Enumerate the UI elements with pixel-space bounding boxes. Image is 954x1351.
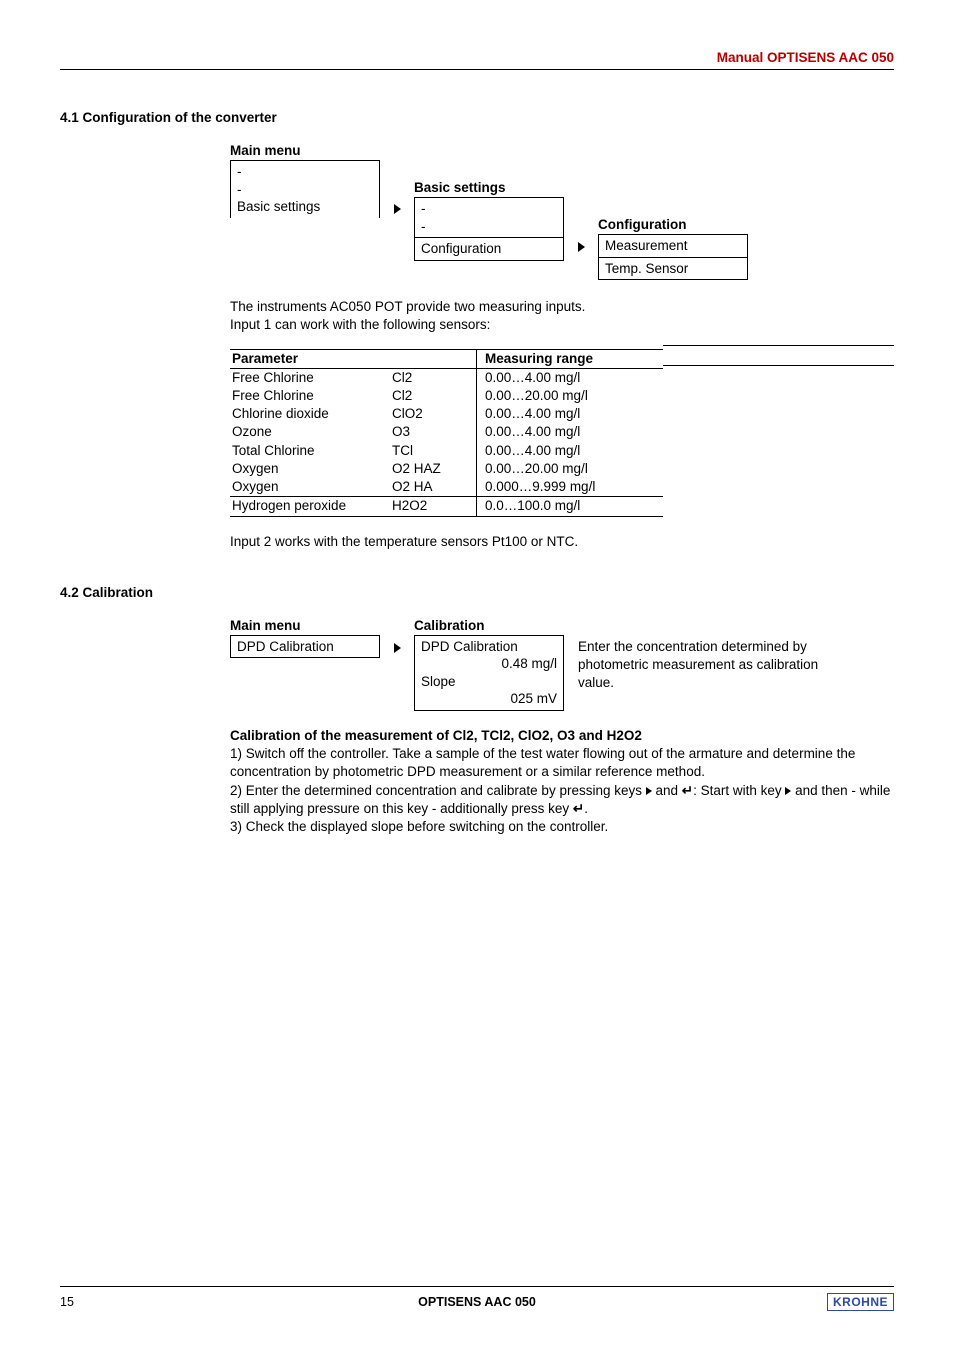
s41-desc2: Input 1 can work with the following sens…: [230, 316, 894, 334]
c7: H2O2: [390, 497, 477, 516]
p6: Oxygen: [230, 478, 390, 496]
cal-i2: Slope: [421, 673, 557, 691]
cal-i0: DPD Calibration: [421, 638, 557, 656]
basic-settings-label: Basic settings: [414, 180, 564, 195]
th-parameter: Parameter: [230, 349, 390, 368]
mm-item-0: -: [237, 163, 373, 181]
cal-heading: Calibration of the measurement of Cl2, T…: [230, 727, 894, 745]
cfg-item-0: Measurement: [598, 234, 748, 257]
arrow-icon-3: [380, 638, 414, 657]
mm-item-2: Basic settings: [237, 198, 373, 216]
section-4-1-title: 4.1 Configuration of the converter: [60, 110, 894, 125]
s41-desc3: Input 2 works with the temperature senso…: [230, 533, 894, 551]
page-number: 15: [60, 1295, 74, 1309]
cal-rt1: Enter the concentration determined by: [578, 638, 818, 656]
manual-header: Manual OPTISENS AAC 050: [60, 50, 894, 69]
bs-item-0: -: [421, 200, 557, 218]
cal-step2: 2) Enter the determined concentration an…: [230, 782, 894, 818]
cal-i3: 025 mV: [421, 690, 557, 708]
s41-desc1: The instruments AC050 POT provide two me…: [230, 298, 894, 316]
c0: Cl2: [390, 368, 477, 387]
arrow-icon-2: [564, 237, 598, 256]
r1: 0.00…20.00 mg/l: [477, 387, 664, 405]
r0: 0.00…4.00 mg/l: [477, 368, 664, 387]
mm-item-1: -: [237, 181, 373, 199]
cal-rt3: value.: [578, 674, 818, 692]
p5: Oxygen: [230, 460, 390, 478]
p2: Chlorine dioxide: [230, 405, 390, 423]
mm-item: - - Basic settings: [230, 160, 380, 218]
cal-label: Calibration: [414, 618, 564, 633]
c2: ClO2: [390, 405, 477, 423]
p4: Total Chlorine: [230, 442, 390, 460]
footer-doc-title: OPTISENS AAC 050: [418, 1295, 536, 1309]
bs-item-1: -: [421, 218, 557, 236]
cal-box: DPD Calibration 0.48 mg/l Slope 025 mV: [414, 635, 564, 711]
c4: TCl: [390, 442, 477, 460]
cfg-item-1: Temp. Sensor: [598, 257, 748, 281]
section-4-2-title: 4.2 Calibration: [60, 585, 894, 600]
cal-rt2: photometric measurement as calibration: [578, 656, 818, 674]
c3: O3: [390, 423, 477, 441]
cal-step3: 3) Check the displayed slope before swit…: [230, 818, 894, 836]
p0: Free Chlorine: [230, 368, 390, 387]
c5: O2 HAZ: [390, 460, 477, 478]
p3: Ozone: [230, 423, 390, 441]
cal-i1: 0.48 mg/l: [421, 655, 557, 673]
r2: 0.00…4.00 mg/l: [477, 405, 664, 423]
cal-step1: 1) Switch off the controller. Take a sam…: [230, 745, 894, 781]
config-label: Configuration: [598, 217, 748, 232]
th-range: Measuring range: [477, 349, 664, 368]
enter-icon: ↵: [682, 782, 693, 800]
r6: 0.000…9.999 mg/l: [477, 478, 664, 496]
main-menu-label-42: Main menu: [230, 618, 380, 633]
main-menu-label-41: Main menu: [230, 143, 894, 158]
r5: 0.00…20.00 mg/l: [477, 460, 664, 478]
bs-box: - -: [414, 197, 564, 237]
mm42-item: DPD Calibration: [230, 635, 380, 659]
bs-config: Configuration: [414, 237, 564, 261]
r3: 0.00…4.00 mg/l: [477, 423, 664, 441]
c6: O2 HA: [390, 478, 477, 496]
input-table: Parameter Measuring range Free ChlorineC…: [230, 349, 663, 517]
arrow-icon: [380, 199, 414, 218]
c1: Cl2: [390, 387, 477, 405]
r7: 0.0…100.0 mg/l: [477, 497, 664, 516]
enter-icon-2: ↵: [573, 800, 584, 818]
p1: Free Chlorine: [230, 387, 390, 405]
krohne-logo: KROHNE: [827, 1293, 894, 1311]
p7: Hydrogen peroxide: [230, 497, 390, 516]
r4: 0.00…4.00 mg/l: [477, 442, 664, 460]
